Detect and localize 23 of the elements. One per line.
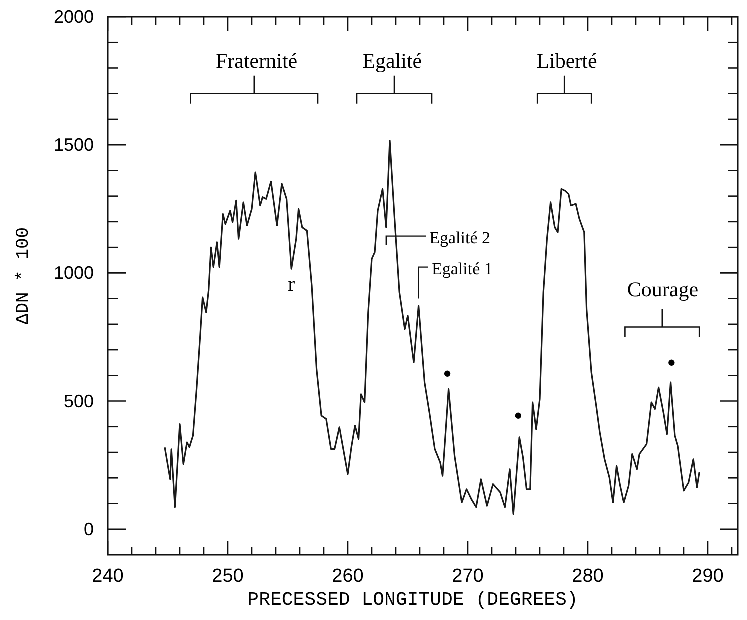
annotation: • (514, 401, 523, 430)
annotation: Egalité 2 (430, 228, 491, 248)
x-tick-label: 250 (212, 566, 244, 587)
y-axis-title: ΔDN * 100 (14, 227, 34, 325)
y-tick-label: 2000 (54, 7, 94, 27)
x-tick-label: 260 (332, 566, 364, 587)
annotation: Liberté (536, 49, 598, 74)
annotation: • (443, 359, 452, 388)
annotation: Egalité (362, 49, 422, 74)
annotation: Courage (627, 277, 699, 302)
annotation: r (288, 272, 296, 296)
x-tick-label: 280 (572, 566, 604, 587)
annotation: Fraternité (216, 49, 298, 74)
y-tick-label: 500 (64, 391, 94, 412)
x-axis-title: PRECESSED LONGITUDE (DEGREES) (248, 589, 578, 611)
x-tick-label: 240 (92, 566, 124, 587)
annotation: Egalité 1 (432, 259, 493, 278)
annotation: • (667, 348, 676, 378)
y-tick-label: 0 (84, 519, 94, 540)
x-tick-label: 290 (692, 566, 724, 587)
x-tick-label: 270 (452, 566, 484, 587)
y-tick-label: 1500 (54, 135, 94, 156)
y-tick-label: 1000 (54, 263, 94, 284)
